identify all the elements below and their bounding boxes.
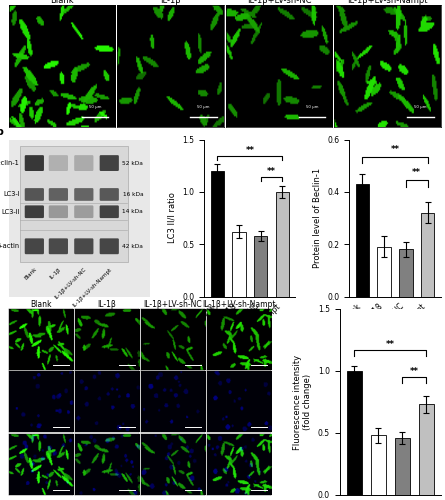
Text: 14 kDa: 14 kDa — [122, 209, 143, 214]
Bar — [419, 404, 433, 495]
Bar — [20, 146, 128, 262]
Text: β-actin: β-actin — [0, 244, 20, 250]
FancyBboxPatch shape — [49, 206, 68, 218]
Title: IL-1β+LV-sh-NC: IL-1β+LV-sh-NC — [144, 300, 202, 309]
Text: Beclin-1: Beclin-1 — [0, 160, 20, 166]
Y-axis label: Fluorescence intensity
(fold change): Fluorescence intensity (fold change) — [293, 354, 312, 450]
FancyBboxPatch shape — [25, 206, 44, 218]
Text: **: ** — [245, 146, 254, 155]
Title: Blank: Blank — [30, 300, 52, 309]
Title: IL-1β+LV-sh-NC: IL-1β+LV-sh-NC — [247, 0, 311, 5]
Bar — [371, 436, 386, 495]
Title: IL-1β+LV-sh-Nampt: IL-1β+LV-sh-Nampt — [202, 300, 275, 309]
Bar — [399, 250, 413, 296]
Text: Blank: Blank — [24, 266, 38, 281]
Y-axis label: Protein level of Beclin-1: Protein level of Beclin-1 — [313, 168, 322, 268]
Bar — [395, 438, 409, 495]
Title: IL-1β: IL-1β — [97, 300, 116, 309]
Text: IL-1β: IL-1β — [49, 266, 62, 280]
Title: Blank: Blank — [50, 0, 74, 5]
Title: IL-1β+LV-sh-Nampt: IL-1β+LV-sh-Nampt — [347, 0, 428, 5]
FancyBboxPatch shape — [49, 238, 68, 254]
FancyBboxPatch shape — [25, 155, 44, 171]
Text: LC3-II: LC3-II — [1, 208, 20, 214]
Text: 52 kDa: 52 kDa — [122, 160, 143, 166]
FancyBboxPatch shape — [25, 188, 44, 201]
FancyBboxPatch shape — [74, 155, 93, 171]
Text: 50 μm: 50 μm — [197, 106, 210, 110]
FancyBboxPatch shape — [49, 155, 68, 171]
FancyBboxPatch shape — [25, 238, 44, 254]
Text: **: ** — [412, 168, 421, 177]
Title: IL-1β: IL-1β — [160, 0, 181, 5]
Bar — [275, 192, 289, 296]
Bar — [254, 236, 267, 296]
FancyBboxPatch shape — [100, 238, 119, 254]
FancyBboxPatch shape — [100, 155, 119, 171]
FancyBboxPatch shape — [74, 188, 93, 201]
Bar — [421, 213, 434, 296]
FancyBboxPatch shape — [49, 188, 68, 201]
Y-axis label: LC3 II/I ratio: LC3 II/I ratio — [168, 192, 177, 244]
Text: 42 kDa: 42 kDa — [122, 244, 143, 249]
FancyBboxPatch shape — [74, 238, 93, 254]
Bar — [356, 184, 369, 296]
Text: 50 μm: 50 μm — [89, 106, 101, 110]
Text: LC3-I: LC3-I — [3, 192, 20, 198]
Bar — [377, 247, 391, 296]
Text: IL-1β+LV-sh-Nampt: IL-1β+LV-sh-Nampt — [72, 266, 113, 308]
FancyBboxPatch shape — [74, 206, 93, 218]
Bar — [210, 171, 224, 296]
Text: b: b — [0, 127, 3, 137]
Text: 50 μm: 50 μm — [414, 106, 427, 110]
Text: **: ** — [267, 167, 276, 176]
Text: IL-1β+LV-sh-NC: IL-1β+LV-sh-NC — [54, 266, 87, 300]
Text: **: ** — [386, 340, 395, 348]
Text: 16 kDa: 16 kDa — [122, 192, 143, 197]
Bar — [232, 232, 246, 296]
FancyBboxPatch shape — [100, 188, 119, 201]
Text: 50 μm: 50 μm — [306, 106, 318, 110]
Bar — [347, 371, 362, 495]
Text: **: ** — [410, 367, 419, 376]
Text: **: ** — [390, 145, 400, 154]
FancyBboxPatch shape — [100, 206, 119, 218]
